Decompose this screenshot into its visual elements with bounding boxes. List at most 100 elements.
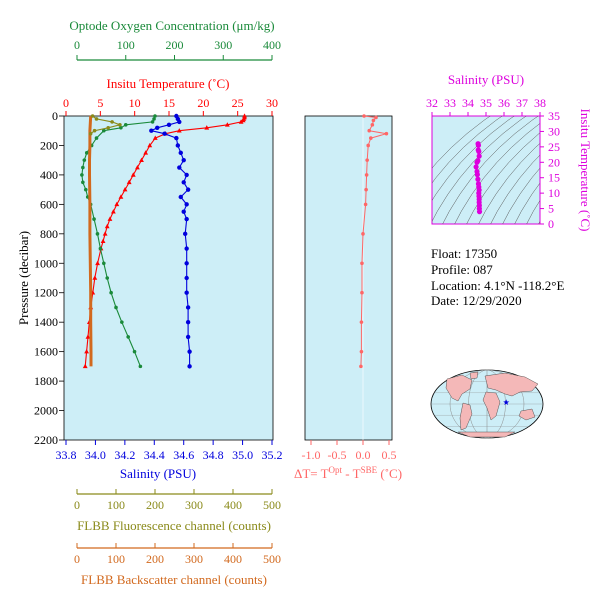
temperature-point xyxy=(82,363,88,369)
ts-salinity-tick-label: 35 xyxy=(480,96,492,110)
oxygen-point xyxy=(84,151,89,155)
oxygen-tick-label: 400 xyxy=(263,38,281,52)
temperature-tick-label: 10 xyxy=(129,96,141,110)
delta-t-label-part-3: (˚C) xyxy=(377,466,402,481)
temperature-point xyxy=(84,349,89,354)
ts-salinity-tick-label: 34 xyxy=(462,96,474,110)
land-greenland xyxy=(469,371,479,380)
oxygen-point xyxy=(120,320,124,324)
delta-t-point xyxy=(362,114,366,118)
float-marker xyxy=(503,399,510,405)
temperature-point xyxy=(130,172,136,177)
pressure-tick-label: 800 xyxy=(40,227,58,241)
land-antarctica xyxy=(457,431,516,438)
fluorescence-tick-label: 100 xyxy=(107,498,125,512)
backscatter-tick-label: 100 xyxy=(107,552,125,566)
delta-t-point xyxy=(384,131,389,136)
delta-t-curve xyxy=(359,114,389,440)
pressure-tick-label: 0 xyxy=(52,109,58,123)
oxygen-point xyxy=(82,158,87,162)
delta-t-point xyxy=(367,128,372,133)
delta-t-point xyxy=(365,158,369,162)
backscatter-tick-label: 200 xyxy=(146,552,164,566)
salinity-point xyxy=(177,119,182,125)
ts-salinity-tick-label: 32 xyxy=(426,96,438,110)
pressure-axis: 0 200 400 600 800 1000 1200 1400 1600 1800 2000 220… xyxy=(34,109,64,447)
oxygen-axis-label: Optode Oxygen Concentration (μm/kg) xyxy=(69,18,274,33)
density-contour xyxy=(502,167,540,224)
temperature-point xyxy=(224,122,230,127)
salinity-point xyxy=(182,231,188,237)
oxygen-tick-label: 200 xyxy=(166,38,184,52)
oxygen-point xyxy=(102,128,106,133)
ts-salinity-tick-label: 36 xyxy=(498,96,510,110)
delta-t-tick-label: 0.0 xyxy=(356,448,371,462)
temperature-point xyxy=(92,275,98,280)
oxygen-point xyxy=(80,173,84,177)
oxygen-tick-label: 0 xyxy=(74,38,80,52)
pressure-tick-label: 1200 xyxy=(34,286,58,300)
salinity-point xyxy=(184,275,189,281)
temperature-tick-label: 0 xyxy=(63,96,69,110)
oxygen-point xyxy=(105,276,110,280)
ts-point xyxy=(474,172,480,178)
salinity-point xyxy=(181,180,186,185)
salinity-tick-label: 34.2 xyxy=(114,448,135,462)
backscatter-tick-label: 500 xyxy=(263,552,281,566)
ts-temperature-tick-label: 15 xyxy=(548,171,560,185)
pressure-tick-label: 400 xyxy=(40,168,58,182)
delta-t-tick-label: 0.5 xyxy=(382,448,397,462)
temperature-point xyxy=(143,150,149,155)
salinity-tick-label: 35.0 xyxy=(232,448,253,462)
ts-point xyxy=(476,148,482,155)
ts-salinity-label: Salinity (PSU) xyxy=(448,72,524,87)
main-profile-panel: 0200400600800100012001400160018002000220… xyxy=(16,18,283,587)
salinity-point xyxy=(174,135,179,141)
map-meridian xyxy=(449,369,525,439)
temperature-point xyxy=(114,201,120,207)
delta-t-axis-label: ΔT= TOpt - TSBE (˚C) xyxy=(294,465,402,481)
density-contour xyxy=(432,116,491,169)
temperature-point xyxy=(104,223,110,229)
temperature-point xyxy=(152,135,158,140)
salinity-tick-label: 34.0 xyxy=(85,448,106,462)
temperature-point xyxy=(95,260,100,266)
temperature-tick-label: 30 xyxy=(266,96,278,110)
temperature-point xyxy=(107,216,113,221)
fluorescence-point xyxy=(90,114,95,118)
salinity-tick-label: 34.4 xyxy=(144,448,165,462)
oxygen-point xyxy=(98,246,103,251)
pressure-tick-label: 2000 xyxy=(34,404,58,418)
delta-t-point xyxy=(359,320,364,324)
star-icon xyxy=(503,399,510,405)
salinity-tick-label: 34.8 xyxy=(203,448,224,462)
density-contour xyxy=(526,199,540,224)
temperature-tick-label: 15 xyxy=(163,96,175,110)
delta-t-tick-label: -1.0 xyxy=(302,448,321,462)
ts-temperature-tick-label: 25 xyxy=(548,140,560,154)
delta-t-point xyxy=(363,202,368,207)
density-contour xyxy=(478,142,540,224)
delta-t-axis: -1.0 -0.5 0.0 0.5 xyxy=(302,440,397,462)
salinity-axis: 33.8 34.0 34.2 34.4 34.6 34.8 35.0 35.2 xyxy=(56,440,283,462)
salinity-point xyxy=(184,290,189,295)
ts-temperature-tick-label: 5 xyxy=(548,202,554,216)
salinity-tick-label: 34.6 xyxy=(173,448,194,462)
density-contour xyxy=(538,220,540,224)
delta-t-point xyxy=(364,187,368,192)
temperature-point xyxy=(100,238,106,243)
temperature-point xyxy=(110,209,116,214)
pressure-tick-label: 1400 xyxy=(34,315,58,329)
salinity-point xyxy=(185,305,191,310)
density-contour xyxy=(432,116,527,222)
fluorescence-tick-label: 500 xyxy=(263,498,281,512)
salinity-point xyxy=(181,209,186,214)
delta-t-point xyxy=(364,173,369,177)
delta-t-tick-label: -0.5 xyxy=(328,448,347,462)
salinity-tick-label: 33.8 xyxy=(56,448,77,462)
salinity-point xyxy=(184,172,189,178)
salinity-point xyxy=(184,261,189,266)
density-contour xyxy=(432,116,515,201)
temperature-point xyxy=(204,125,210,130)
salinity-point xyxy=(184,202,189,207)
